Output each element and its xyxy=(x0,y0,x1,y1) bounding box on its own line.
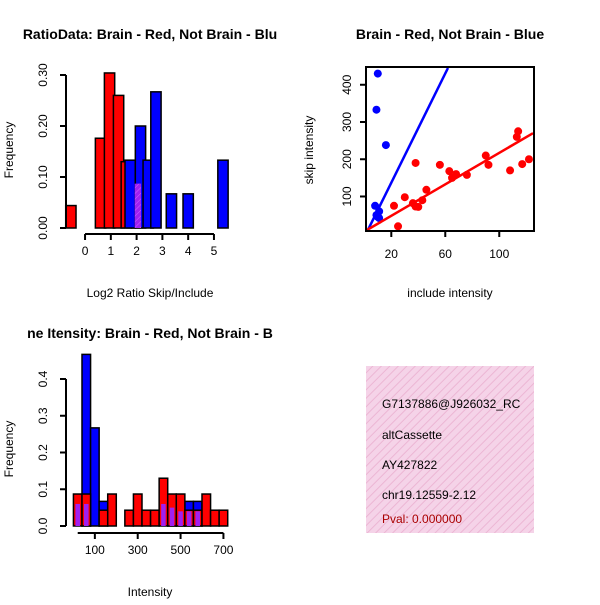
scatter-point-not-brain xyxy=(372,105,381,114)
intensity-histogram-bar-brain xyxy=(106,493,118,527)
intensity-histogram-bar-brain xyxy=(209,509,220,527)
scatter-point-brain xyxy=(445,167,454,176)
intensity-histogram-x-tick-label: 100 xyxy=(85,543,105,557)
intensity-histogram-y-tick-label: 0.3 xyxy=(36,407,50,424)
scatter-point-brain xyxy=(389,201,398,210)
ratio-histogram-bar-not-brain xyxy=(150,91,162,229)
ratio-histogram-y-tick-label: 0.30 xyxy=(36,63,50,87)
scatter-plot-frame xyxy=(365,66,535,232)
ratio-histogram-xlabel: Log2 Ratio Skip/Include xyxy=(87,286,214,300)
intensity-histogram-bar-brain xyxy=(141,509,152,527)
intensity-histogram-bar-overlap xyxy=(161,503,166,526)
intensity-histogram-bar-overlap xyxy=(178,511,183,526)
intensity-histogram-y-tick-label: 0.2 xyxy=(36,444,50,461)
intensity-histogram-xlabel: Intensity xyxy=(128,585,173,599)
scatter-point-not-brain xyxy=(375,214,384,223)
intensity-histogram-y-tick-label: 0.4 xyxy=(36,370,50,387)
intensity-histogram-x-tick-label: 300 xyxy=(128,543,148,557)
ratio-histogram-x-tick-label: 5 xyxy=(211,244,218,258)
scatter-fit-line xyxy=(367,132,533,230)
scatter-fit-line xyxy=(367,68,450,230)
scatter-point-not-brain xyxy=(371,201,380,210)
intensity-histogram-bar-overlap xyxy=(169,507,175,526)
info-event-type: altCassette xyxy=(382,428,442,442)
intensity-histogram-x-tick-label: 500 xyxy=(171,543,191,557)
ratio-histogram-bar-not-brain xyxy=(165,193,178,229)
scatter-point-brain xyxy=(394,222,403,230)
info-pval: Pval: 0.000000 xyxy=(382,512,462,526)
scatter-point-not-brain xyxy=(381,141,390,150)
scatter-xlabel: include intensity xyxy=(407,286,492,300)
ratio-histogram-y-tick-label: 0.10 xyxy=(36,165,50,189)
scatter-point-brain xyxy=(506,166,515,175)
ratio-histogram-bar-not-brain xyxy=(182,193,195,229)
intensity-histogram-bar-brain xyxy=(124,509,135,527)
scatter-plot-area xyxy=(367,68,533,230)
scatter-point-brain xyxy=(400,193,409,202)
scatter-x-tick-label: 20 xyxy=(385,247,399,261)
info-accession: AY427822 xyxy=(382,458,437,472)
scatter-point-brain xyxy=(435,160,444,169)
scatter-point-not-brain xyxy=(373,69,382,78)
scatter-y-tick-label: 100 xyxy=(340,186,354,206)
scatter-x-tick-label: 60 xyxy=(439,247,453,261)
intensity-histogram-y-tick-label: 0.0 xyxy=(36,517,50,534)
ratio-histogram-title: RatioData: Brain - Red, Not Brain - Blu xyxy=(23,26,277,42)
info-panel: G7137886@J926032_RC altCassette AY427822… xyxy=(366,366,534,533)
ratio-histogram-x-tick-label: 1 xyxy=(107,244,114,258)
intensity-histogram-bar-overlap xyxy=(84,503,89,526)
intensity-histogram-bar-brain xyxy=(218,509,229,527)
intensity-histogram-bar-brain xyxy=(201,493,212,527)
info-box-background xyxy=(366,366,534,533)
ratio-histogram-x-tick-label: 2 xyxy=(133,244,140,258)
ratio-histogram-bar-overlap xyxy=(134,183,142,228)
ratio-histogram-x-tick-label: 0 xyxy=(82,244,89,258)
ratio-histogram-y-tick-label: 0.20 xyxy=(36,114,50,138)
scatter-point-brain xyxy=(414,202,423,211)
info-location: chr19.12559-2.12 xyxy=(382,488,476,502)
ratio-histogram-x-tick-label: 3 xyxy=(159,244,166,258)
scatter-x-tick-label: 100 xyxy=(489,247,509,261)
ratio-histogram-bar-not-brain xyxy=(217,159,229,229)
intensity-histogram-bar-brain xyxy=(132,493,143,527)
scatter-point-brain xyxy=(514,127,523,136)
scatter-title: Brain - Red, Not Brain - Blue xyxy=(356,26,544,42)
scatter-ylabel: skip intensity xyxy=(302,116,316,185)
ratio-histogram-y-tick-label: 0.00 xyxy=(36,216,50,240)
intensity-histogram-y-tick-label: 0.1 xyxy=(36,481,50,498)
ratio-histogram-bar-not-brain xyxy=(124,159,137,229)
intensity-histogram-ylabel: Frequency xyxy=(2,421,16,478)
intensity-histogram-bar-not-brain xyxy=(89,427,100,527)
scatter-point-brain xyxy=(481,151,490,160)
scatter-point-brain xyxy=(422,185,431,194)
scatter-point-brain xyxy=(524,155,533,164)
intensity-histogram-x-tick-label: 700 xyxy=(213,543,233,557)
intensity-histogram-bar-overlap xyxy=(186,511,192,526)
intensity-histogram-panel: ne Itensity: Brain - Red, Not Brain - B … xyxy=(2,325,273,599)
info-probe-id: G7137886@J926032_RC xyxy=(382,397,521,411)
ratio-histogram-panel: RatioData: Brain - Red, Not Brain - Blu … xyxy=(2,26,277,300)
intensity-histogram-bar-brain xyxy=(98,509,109,527)
ratio-histogram-x-tick-label: 4 xyxy=(185,244,192,258)
scatter-point-brain xyxy=(411,158,420,167)
scatter-y-tick-label: 400 xyxy=(340,74,354,94)
intensity-histogram-bar-overlap xyxy=(195,511,200,526)
intensity-histogram-bar-brain xyxy=(149,509,160,527)
scatter-y-tick-label: 300 xyxy=(340,112,354,132)
scatter-point-brain xyxy=(484,160,493,169)
scatter-y-tick-label: 200 xyxy=(340,149,354,169)
ratio-histogram-ylabel: Frequency xyxy=(2,122,16,179)
ratio-histogram-bar-brain xyxy=(64,204,77,229)
intensity-histogram-bar-overlap xyxy=(75,503,80,526)
scatter-panel: Brain - Red, Not Brain - Blue 20 60 100 100… xyxy=(302,26,544,300)
scatter-point-brain xyxy=(518,160,527,169)
intensity-histogram-title: ne Itensity: Brain - Red, Not Brain - B xyxy=(27,325,273,341)
